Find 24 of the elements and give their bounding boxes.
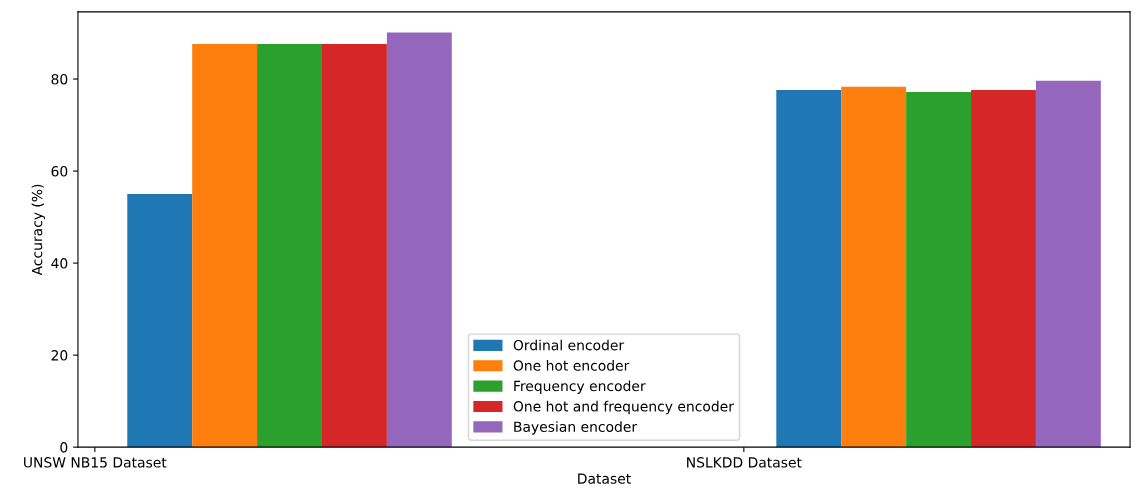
legend-label: Ordinal encoder	[513, 339, 625, 351]
bar	[127, 194, 193, 448]
bar	[192, 44, 258, 448]
y-axis-title: Accuracy (%)	[31, 184, 45, 276]
bar	[971, 90, 1036, 448]
x-tick-label: NSLKDD Dataset	[687, 457, 802, 468]
legend-label: Frequency encoder	[514, 380, 646, 394]
bar	[386, 32, 452, 448]
bar	[906, 91, 972, 448]
bar	[257, 44, 322, 448]
bar	[841, 86, 907, 448]
y-tick-label: 80	[51, 73, 68, 85]
y-tick-label: 0	[60, 442, 68, 453]
bar	[776, 90, 842, 448]
y-tick-label: 40	[51, 258, 68, 269]
y-tick-label: 60	[51, 166, 68, 177]
legend-label: Bayesian encoder	[514, 421, 638, 435]
x-axis-title: Dataset	[578, 473, 631, 484]
bar	[321, 44, 387, 448]
y-tick-label: 20	[51, 350, 68, 361]
bar	[1035, 80, 1101, 448]
legend-label: One hot and frequency encoder	[513, 400, 734, 415]
x-tick-label: UNSW NB15 Dataset	[24, 457, 167, 468]
legend-label: One hot encoder	[513, 360, 630, 371]
